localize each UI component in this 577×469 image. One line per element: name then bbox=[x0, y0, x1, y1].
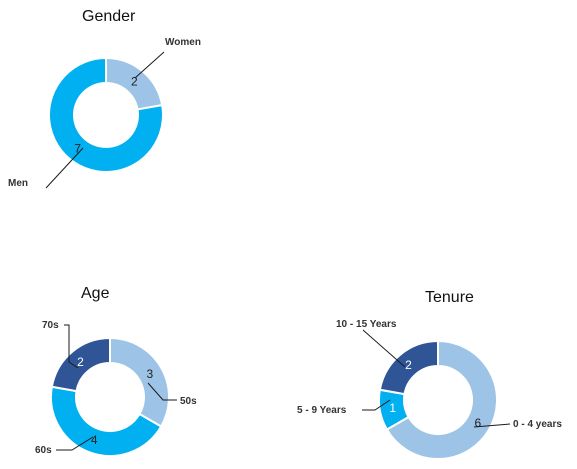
leader-line-70s bbox=[64, 324, 79, 369]
leader-line-0-4-years bbox=[473, 423, 511, 428]
slice-men bbox=[48, 56, 164, 173]
slice-label-5-9-years: 5 - 9 Years bbox=[297, 405, 347, 416]
leader-line-women bbox=[134, 51, 165, 79]
slice-label-0-4-years: 0 - 4 years bbox=[513, 419, 562, 430]
slice-label-70s: 70s bbox=[42, 320, 59, 331]
slice-10-15-years bbox=[378, 339, 439, 396]
slice-label-60s: 60s bbox=[35, 445, 52, 456]
slice-value-0-4-years: 6 bbox=[474, 416, 481, 430]
slice-0-4-years bbox=[385, 339, 498, 460]
slice-value-70s: 2 bbox=[77, 355, 84, 369]
slice-label-10-15-years: 10 - 15 Years bbox=[336, 319, 397, 330]
slice-label-women: Women bbox=[165, 37, 201, 48]
leader-line-men bbox=[45, 147, 84, 189]
donut-chart-age: Age 3 50s 4 60s 2 70s bbox=[35, 285, 197, 457]
slice-value-women: 2 bbox=[131, 74, 138, 88]
chart-title: Gender bbox=[82, 8, 136, 25]
slice-60s bbox=[50, 385, 163, 457]
chart-title: Tenure bbox=[425, 289, 474, 306]
slice-70s bbox=[50, 336, 111, 393]
slice-50s bbox=[109, 336, 170, 428]
leader-line-50s bbox=[147, 382, 177, 401]
leader-line-5-9-years bbox=[362, 399, 391, 411]
slice-value-50s: 3 bbox=[146, 367, 153, 381]
slice-value-men: 7 bbox=[74, 142, 81, 156]
slice-label-men: Men bbox=[8, 178, 28, 189]
slice-label-50s: 50s bbox=[180, 396, 197, 407]
leader-line-60s bbox=[56, 436, 94, 451]
slice-value-5-9-years: 1 bbox=[389, 401, 396, 415]
chart-title: Age bbox=[81, 285, 110, 302]
slice-value-10-15-years: 2 bbox=[405, 358, 412, 372]
donut-chart-tenure: Tenure 6 0 - 4 years 1 5 - 9 Years 2 10 - 15 Y… bbox=[297, 289, 562, 460]
leader-line-10-15-years bbox=[362, 329, 406, 368]
slice-value-60s: 4 bbox=[91, 433, 98, 447]
donut-chart-gender: Gender 2 Women 7 Men bbox=[8, 8, 201, 189]
